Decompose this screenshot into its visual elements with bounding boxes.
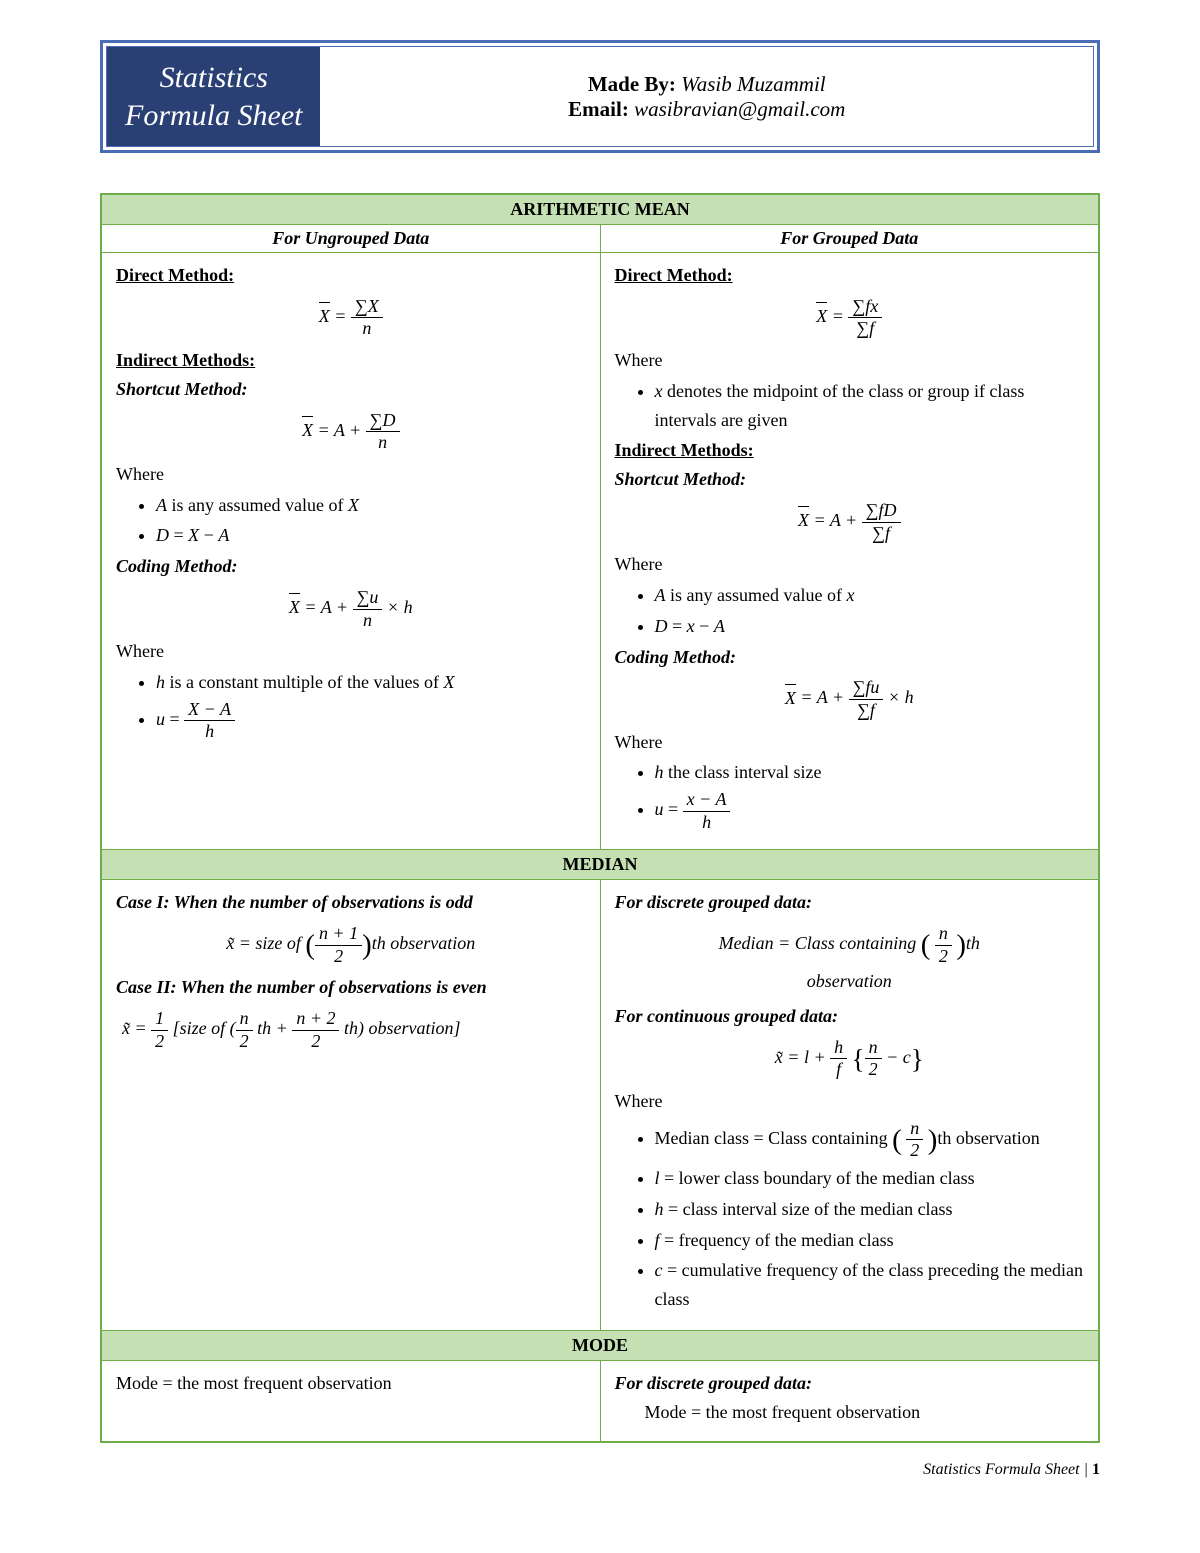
email-label: Email:: [568, 97, 629, 121]
shortcut-formula: X = A + ∑Dn: [116, 410, 586, 454]
bullet: x denotes the midpoint of the class or g…: [655, 377, 1085, 435]
median-case2-formula: x̃ = 12 [size of (n2 th + n + 22 th) obs…: [122, 1008, 586, 1052]
bullet: h is a constant multiple of the values o…: [156, 668, 586, 697]
header-banner: Statistics Formula Sheet Made By: Wasib …: [100, 40, 1100, 153]
where-1: Where: [116, 460, 586, 489]
ungrouped-bullets-1: A is any assumed value of X D = X − A: [156, 491, 586, 551]
title-box: Statistics Formula Sheet: [107, 47, 320, 146]
median-discrete-formula: Median = Class containing ( n2 )th obser…: [615, 923, 1085, 996]
median-discrete-label: For discrete grouped data:: [615, 888, 1085, 917]
shortcut-label-g: Shortcut Method:: [615, 465, 1085, 494]
mean-ungrouped-cell: Direct Method: X = ∑Xn Indirect Methods:…: [101, 253, 600, 850]
section-header-mode: MODE: [101, 1331, 1099, 1361]
where-g3: Where: [615, 728, 1085, 757]
bullet: Median class = Class containing ( n2 )th…: [655, 1118, 1085, 1162]
bullet: l = lower class boundary of the median c…: [655, 1164, 1085, 1193]
coding-label: Coding Method:: [116, 552, 586, 581]
coding-formula: X = A + ∑un × h: [116, 587, 586, 631]
median-continuous-label: For continuous grouped data:: [615, 1002, 1085, 1031]
median-continuous-formula: x̃ = l + hf {n2 − c}: [615, 1037, 1085, 1081]
mean-grouped-cell: Direct Method: X = ∑fx∑f Where x denotes…: [600, 253, 1099, 850]
shortcut-formula-g: X = A + ∑fD∑f: [615, 500, 1085, 544]
mode-right-cell: For discrete grouped data: Mode = the mo…: [600, 1361, 1099, 1442]
made-by-value: Wasib Muzammil: [681, 72, 826, 96]
grouped-bullets-2: A is any assumed value of x D = x − A: [655, 581, 1085, 641]
median-case1-formula: x̃ = size of (n + 12)th observation: [116, 923, 586, 967]
formula-table: ARITHMETIC MEAN For Ungrouped Data For G…: [100, 193, 1100, 1443]
direct-method-label: Direct Method:: [116, 261, 586, 290]
subheader-grouped: For Grouped Data: [600, 225, 1099, 253]
indirect-methods-label: Indirect Methods:: [116, 346, 586, 375]
median-case2-label: Case II: When the number of observations…: [116, 973, 586, 1002]
made-by-label: Made By:: [588, 72, 676, 96]
coding-formula-g: X = A + ∑fu∑f × h: [615, 677, 1085, 721]
made-by-line: Made By: Wasib Muzammil: [330, 72, 1083, 97]
author-box: Made By: Wasib Muzammil Email: wasibravi…: [320, 47, 1093, 146]
mean-ungrouped-direct-formula: X = ∑Xn: [116, 296, 586, 340]
page-footer: Statistics Formula Sheet | 1: [100, 1461, 1100, 1479]
ungrouped-bullets-2: h is a constant multiple of the values o…: [156, 668, 586, 743]
title-line-2: Formula Sheet: [125, 97, 302, 135]
bullet: f = frequency of the median class: [655, 1226, 1085, 1255]
indirect-methods-label-g: Indirect Methods:: [615, 436, 1085, 465]
mode-left-cell: Mode = the most frequent observation: [101, 1361, 600, 1442]
shortcut-label: Shortcut Method:: [116, 375, 586, 404]
bullet: u = x − Ah: [655, 789, 1085, 833]
section-header-median: MEDIAN: [101, 850, 1099, 880]
bullet: h the class interval size: [655, 758, 1085, 787]
where-2: Where: [116, 637, 586, 666]
email-value: wasibravian@gmail.com: [634, 97, 845, 121]
coding-label-g: Coding Method:: [615, 643, 1085, 672]
mode-right-label: For discrete grouped data:: [615, 1369, 1085, 1398]
median-case1-label: Case I: When the number of observations …: [116, 888, 586, 917]
where-g1: Where: [615, 346, 1085, 375]
bullet: A is any assumed value of X: [156, 491, 586, 520]
median-right-cell: For discrete grouped data: Median = Clas…: [600, 880, 1099, 1331]
mode-right-text: Mode = the most frequent observation: [645, 1398, 1085, 1427]
grouped-bullets-3: h the class interval size u = x − Ah: [655, 758, 1085, 833]
title-line-1: Statistics: [125, 59, 302, 97]
email-line: Email: wasibravian@gmail.com: [330, 97, 1083, 122]
footer-text: Statistics Formula Sheet: [923, 1461, 1079, 1478]
median-left-cell: Case I: When the number of observations …: [101, 880, 600, 1331]
mode-left-text: Mode = the most frequent observation: [116, 1369, 586, 1398]
bullet: h = class interval size of the median cl…: [655, 1195, 1085, 1224]
bullet: c = cumulative frequency of the class pr…: [655, 1256, 1085, 1314]
where-g2: Where: [615, 550, 1085, 579]
bullet: D = x − A: [655, 612, 1085, 641]
bullet: u = X − Ah: [156, 699, 586, 743]
bullet: D = X − A: [156, 521, 586, 550]
section-header-mean: ARITHMETIC MEAN: [101, 194, 1099, 225]
footer-page: 1: [1092, 1461, 1100, 1478]
footer-sep: |: [1080, 1461, 1092, 1478]
bullet: A is any assumed value of x: [655, 581, 1085, 610]
subheader-ungrouped: For Ungrouped Data: [101, 225, 600, 253]
direct-method-label-g: Direct Method:: [615, 261, 1085, 290]
grouped-bullets-1: x denotes the midpoint of the class or g…: [655, 377, 1085, 435]
median-bullets: Median class = Class containing ( n2 )th…: [655, 1118, 1085, 1314]
where-median: Where: [615, 1087, 1085, 1116]
mean-grouped-direct-formula: X = ∑fx∑f: [615, 296, 1085, 340]
header-inner: Statistics Formula Sheet Made By: Wasib …: [106, 46, 1094, 147]
